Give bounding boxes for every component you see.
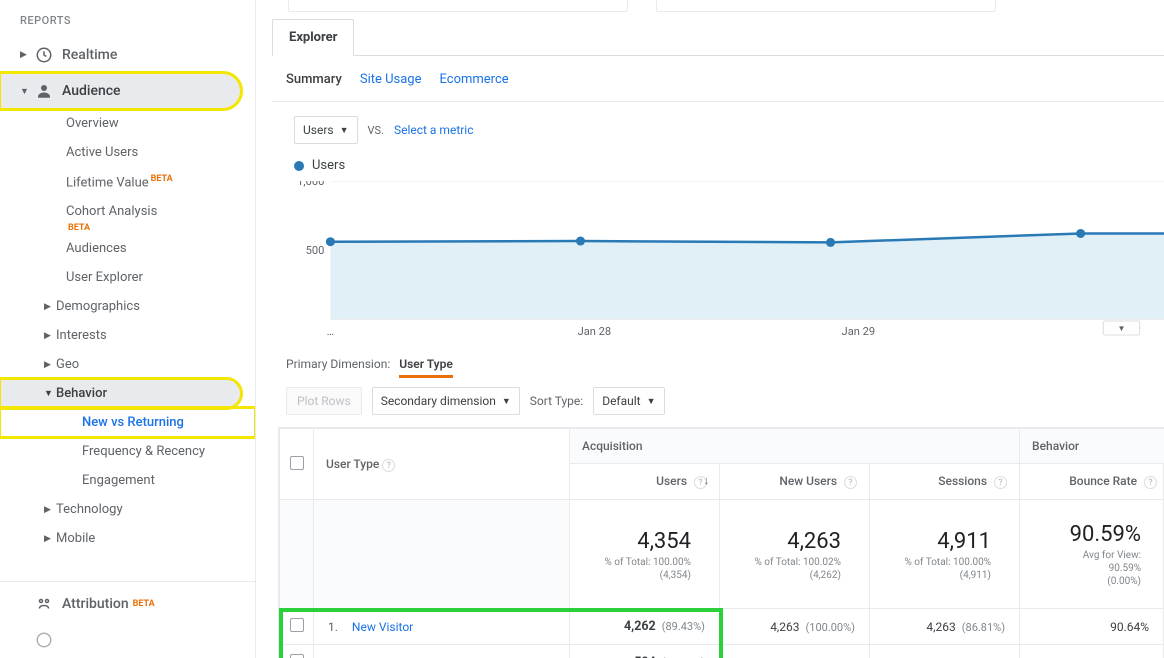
secondary-dimension-selector[interactable]: Secondary dimension ▼: [372, 387, 520, 415]
sidebar-section-title: REPORTS: [0, 0, 255, 37]
help-icon[interactable]: ?: [994, 476, 1007, 489]
dimension-link[interactable]: New Visitor: [352, 620, 413, 634]
legend-label: Users: [312, 158, 345, 173]
col-bounce-rate[interactable]: Bounce Rate ?: [1020, 464, 1164, 500]
col-user-type[interactable]: User Type: [326, 457, 379, 471]
clock-icon: [34, 45, 54, 65]
select-all-checkbox[interactable]: [290, 456, 304, 470]
sort-type-selector[interactable]: Default ▼: [593, 387, 664, 415]
chevron-right-icon: ▶: [44, 534, 54, 544]
sidebar-item-audience[interactable]: ▼ Audience: [0, 73, 241, 109]
sidebar-sub-demographics[interactable]: ▶Demographics: [0, 292, 241, 321]
primary-dimension-value[interactable]: User Type: [399, 357, 453, 378]
help-icon[interactable]: ?: [1144, 476, 1157, 489]
sidebar-sub-overview[interactable]: Overview: [0, 109, 241, 138]
chevron-right-icon: ▶: [44, 360, 54, 370]
subtab-ecommerce[interactable]: Ecommerce: [440, 72, 509, 87]
sidebar-sub-cohort-analysis[interactable]: Cohort AnalysisBETA: [0, 197, 241, 234]
table-row[interactable]: 2.Returning Visitor504(10.57%)0(0.00%)64…: [280, 645, 1164, 658]
sort-desc-icon: ↓: [704, 474, 710, 487]
chevron-down-icon: ▼: [20, 86, 30, 97]
col-sessions[interactable]: Sessions ?: [870, 464, 1020, 500]
chevron-right-icon: ▶: [44, 505, 54, 515]
subtabs: Summary Site Usage Ecommerce: [280, 68, 1164, 101]
person-icon: [34, 81, 54, 101]
beta-badge: BETA: [68, 223, 90, 233]
sidebar-sub-active-users[interactable]: Active Users: [0, 138, 241, 167]
sidebar-label: Attribution: [62, 596, 129, 612]
plot-rows-button: Plot Rows: [286, 387, 362, 415]
data-table: User Type ? Acquisition Behavior Users ?…: [278, 427, 1164, 658]
metric-selector-value: Users: [303, 123, 334, 137]
row-checkbox[interactable]: [290, 654, 304, 658]
chevron-down-icon: ▼: [44, 388, 54, 399]
sidebar-sub-technology[interactable]: ▶Technology: [0, 495, 241, 524]
table-row[interactable]: 1.New Visitor4,262(89.43%)4,263(100.00%)…: [280, 609, 1164, 645]
summary-card-fragment: [288, 0, 628, 12]
help-icon[interactable]: ?: [844, 476, 857, 489]
summary-card-fragment: [656, 0, 996, 12]
svg-text:1,000: 1,000: [297, 181, 324, 188]
svg-text:Jan 28: Jan 28: [578, 325, 612, 338]
subtab-site-usage[interactable]: Site Usage: [360, 72, 422, 87]
sidebar-sub-user-explorer[interactable]: User Explorer: [0, 263, 241, 292]
col-group-behavior: Behavior: [1020, 429, 1164, 464]
discover-icon: [34, 630, 54, 650]
sidebar-leaf-new-vs-returning[interactable]: New vs Returning: [0, 408, 255, 437]
sidebar-sub-mobile[interactable]: ▶Mobile: [0, 524, 241, 553]
sidebar-sub-interests[interactable]: ▶Interests: [0, 321, 241, 350]
sidebar-sub-behavior[interactable]: ▼Behavior: [0, 379, 241, 408]
sidebar-sub-lifetime-value[interactable]: Lifetime ValueBETA: [0, 167, 241, 197]
sidebar: REPORTS ▶ Realtime ▼ Audience Overview A…: [0, 0, 256, 658]
main-content: Explorer Summary Site Usage Ecommerce Us…: [256, 0, 1164, 658]
select-metric-link[interactable]: Select a metric: [394, 123, 474, 137]
sidebar-label: Realtime: [62, 47, 117, 63]
metric-selector[interactable]: Users ▼: [294, 116, 358, 144]
chevron-right-icon: ▶: [44, 302, 54, 312]
sidebar-item-cutoff[interactable]: [0, 622, 241, 658]
legend-dot: [294, 161, 304, 171]
svg-text:500: 500: [306, 244, 325, 257]
vs-label: VS.: [368, 124, 384, 137]
chevron-down-icon: ▼: [647, 396, 656, 407]
sidebar-sub-geo[interactable]: ▶Geo: [0, 350, 241, 379]
chevron-right-icon: ▶: [20, 50, 30, 60]
table-totals-row: 4,354% of Total: 100.00%(4,354) 4,263% o…: [280, 500, 1164, 609]
svg-text:…: …: [327, 325, 334, 338]
chevron-down-icon: ▼: [340, 125, 349, 136]
sidebar-leaf-engagement[interactable]: Engagement: [0, 466, 255, 495]
sidebar-sub-audiences[interactable]: Audiences: [0, 234, 241, 263]
sidebar-item-attribution[interactable]: Attribution BETA: [0, 586, 241, 622]
beta-badge: BETA: [133, 599, 155, 609]
sort-type-label: Sort Type:: [530, 394, 583, 408]
svg-text:Jan 29: Jan 29: [842, 325, 876, 338]
col-new-users[interactable]: New Users ?: [720, 464, 870, 500]
col-group-acquisition: Acquisition: [570, 429, 1020, 464]
primary-dimension-row: Primary Dimension: User Type: [280, 341, 1164, 379]
chevron-right-icon: ▶: [44, 331, 54, 341]
sidebar-item-realtime[interactable]: ▶ Realtime: [0, 37, 241, 73]
users-line-chart: 5001,000…Jan 28Jan 29Jan 30▼: [294, 181, 1164, 341]
tab-explorer[interactable]: Explorer: [272, 19, 354, 56]
sidebar-leaf-frequency-recency[interactable]: Frequency & Recency: [0, 437, 255, 466]
svg-text:▼: ▼: [1118, 324, 1126, 333]
subtab-summary[interactable]: Summary: [286, 72, 342, 87]
row-checkbox[interactable]: [290, 618, 304, 632]
chevron-down-icon: ▼: [502, 396, 511, 407]
attribution-icon: [34, 594, 54, 614]
sidebar-label: Audience: [62, 83, 121, 99]
help-icon[interactable]: ?: [382, 459, 395, 472]
col-users[interactable]: Users ? ↓: [570, 464, 720, 500]
beta-badge: BETA: [151, 174, 173, 184]
